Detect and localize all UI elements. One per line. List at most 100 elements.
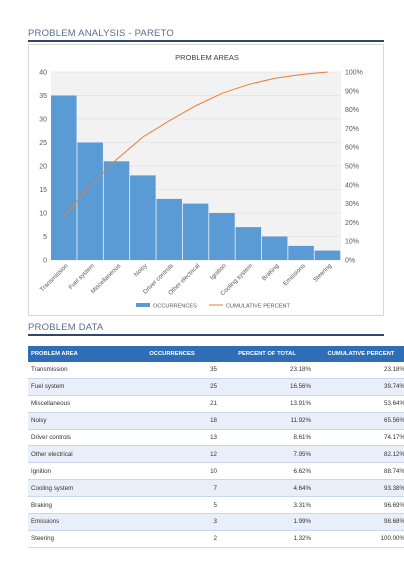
bar-occurrences <box>182 203 209 260</box>
header-occurrences: OCCURRENCES <box>124 346 220 362</box>
data-title: PROBLEM DATA <box>28 322 104 333</box>
y2-tick-label: 10% <box>345 239 359 246</box>
legend-label-occurrences: OCCURRENCES <box>153 304 197 310</box>
cell-problem-area: Other electrical <box>28 445 124 464</box>
cell-occurrences: 5 <box>124 496 220 515</box>
cell-occurrences: 7 <box>124 479 220 498</box>
header-cumulative-percent: CUMULATIVE PERCENT <box>314 346 404 362</box>
x-category-label: Steering <box>312 262 334 284</box>
bar-occurrences <box>235 227 262 260</box>
cell-cumulative-percent: 23.18% <box>314 362 404 379</box>
cell-cumulative-percent: 65.56% <box>314 412 404 430</box>
cell-percent-of-total: 6.62% <box>220 462 314 481</box>
table-body: Transmission 35 23.18% 23.18% Fuel system 25 1… <box>28 362 404 548</box>
cell-cumulative-percent: 39.74% <box>314 378 404 396</box>
cell-cumulative-percent: 96.69% <box>314 496 404 515</box>
table-row: Noisy 18 11.92% 65.56% <box>28 412 404 430</box>
x-category-label: Braking <box>261 262 281 282</box>
y2-tick-label: 40% <box>345 182 359 189</box>
cell-percent-of-total: 11.92% <box>220 412 314 430</box>
table-row: Transmission 35 23.18% 23.18% <box>28 362 404 379</box>
cell-problem-area: Fuel system <box>28 378 124 396</box>
y2-tick-label: 100% <box>345 70 363 77</box>
cell-occurrences: 10 <box>124 462 220 481</box>
cell-problem-area: Steering <box>28 530 124 548</box>
bar-occurrences <box>51 95 77 260</box>
bar-occurrences <box>314 250 341 260</box>
y2-tick-label: 80% <box>345 107 359 114</box>
cell-cumulative-percent: 93.38% <box>314 479 404 498</box>
analysis-title-rule <box>28 40 384 42</box>
table-row: Cooling system 7 4.64% 93.38% <box>28 479 404 498</box>
cell-occurrences: 13 <box>124 429 220 447</box>
y-tick-label: 0 <box>43 258 47 265</box>
data-title-rule <box>28 334 384 336</box>
bar-occurrences <box>288 245 314 260</box>
cell-cumulative-percent: 53.64% <box>314 395 404 413</box>
legend-label-cumulative: CUMULATIVE PERCENT <box>226 304 291 310</box>
bar-occurrences <box>103 161 130 260</box>
cell-problem-area: Emissions <box>28 513 124 531</box>
cell-occurrences: 25 <box>124 378 220 396</box>
cell-percent-of-total: 4.64% <box>220 479 314 498</box>
cell-cumulative-percent: 98.68% <box>314 513 404 531</box>
cell-occurrences: 2 <box>124 530 220 548</box>
analysis-title: PROBLEM ANALYSIS - PARETO <box>28 28 174 39</box>
bar-occurrences <box>77 142 103 260</box>
y2-tick-label: 60% <box>345 145 359 152</box>
y-tick-label: 10 <box>39 211 47 218</box>
cell-occurrences: 21 <box>124 395 220 413</box>
chart-title: PROBLEM AREAS <box>175 53 239 62</box>
y-tick-label: 20 <box>39 164 47 171</box>
table-header-row: PROBLEM AREA OCCURRENCES PERCENT OF TOTA… <box>28 346 404 362</box>
y2-tick-label: 0% <box>345 258 355 265</box>
cell-occurrences: 35 <box>124 362 220 379</box>
y2-tick-label: 30% <box>345 201 359 208</box>
y2-tick-label: 20% <box>345 220 359 227</box>
table-row: Emissions 3 1.99% 98.68% <box>28 513 404 531</box>
x-category-label: Transmission <box>39 262 70 293</box>
cell-cumulative-percent: 88.74% <box>314 462 404 481</box>
cell-percent-of-total: 7.95% <box>220 445 314 464</box>
cell-problem-area: Ignition <box>28 462 124 481</box>
y-tick-label: 35 <box>39 93 47 100</box>
table-row: Ignition 10 6.62% 88.74% <box>28 462 404 481</box>
y2-tick-label: 50% <box>345 164 359 171</box>
cell-cumulative-percent: 74.17% <box>314 429 404 447</box>
cell-occurrences: 12 <box>124 445 220 464</box>
y-tick-label: 15 <box>39 187 47 194</box>
cell-percent-of-total: 1.99% <box>220 513 314 531</box>
y2-tick-label: 70% <box>345 126 359 133</box>
cell-problem-area: Cooling system <box>28 479 124 498</box>
bar-occurrences <box>209 213 235 260</box>
table-row: Miscellaneous 21 13.91% 53.64% <box>28 395 404 413</box>
y-tick-label: 5 <box>43 234 47 241</box>
cell-percent-of-total: 23.18% <box>220 362 314 379</box>
pareto-chart-svg: PROBLEM AREAS 0 5 10 15 20 25 30 35 40 0% 10% 20% 30%… <box>39 53 363 310</box>
cell-problem-area: Noisy <box>28 412 124 430</box>
y-tick-label: 25 <box>39 140 47 147</box>
table-row: Steering 2 1.32% 100.00% <box>28 530 404 548</box>
y-tick-label: 30 <box>39 117 47 124</box>
legend-swatch-occurrences <box>136 303 150 307</box>
cell-problem-area: Braking <box>28 496 124 515</box>
cell-percent-of-total: 16.56% <box>220 378 314 396</box>
y-tick-label: 40 <box>39 70 47 77</box>
cell-percent-of-total: 1.32% <box>220 530 314 548</box>
header-percent-of-total: PERCENT OF TOTAL <box>220 346 314 362</box>
table-row: Fuel system 25 16.56% 39.74% <box>28 378 404 396</box>
header-problem-area: PROBLEM AREA <box>28 346 124 362</box>
cell-problem-area: Transmission <box>28 362 124 379</box>
x-category-label: Noisy <box>133 262 150 279</box>
cell-percent-of-total: 13.91% <box>220 395 314 413</box>
pareto-chart: PROBLEM AREAS 0 5 10 15 20 25 30 35 40 0% 10% 20% 30%… <box>28 44 384 316</box>
x-category-label: Ignition <box>209 262 228 281</box>
cell-percent-of-total: 8.61% <box>220 429 314 447</box>
bar-occurrences <box>261 236 288 260</box>
table-row: Other electrical 12 7.95% 82.12% <box>28 445 404 464</box>
cell-percent-of-total: 3.31% <box>220 496 314 515</box>
bar-occurrences <box>130 175 156 260</box>
cell-occurrences: 3 <box>124 513 220 531</box>
table-row: Braking 5 3.31% 96.69% <box>28 496 404 515</box>
cell-problem-area: Driver controls <box>28 429 124 447</box>
